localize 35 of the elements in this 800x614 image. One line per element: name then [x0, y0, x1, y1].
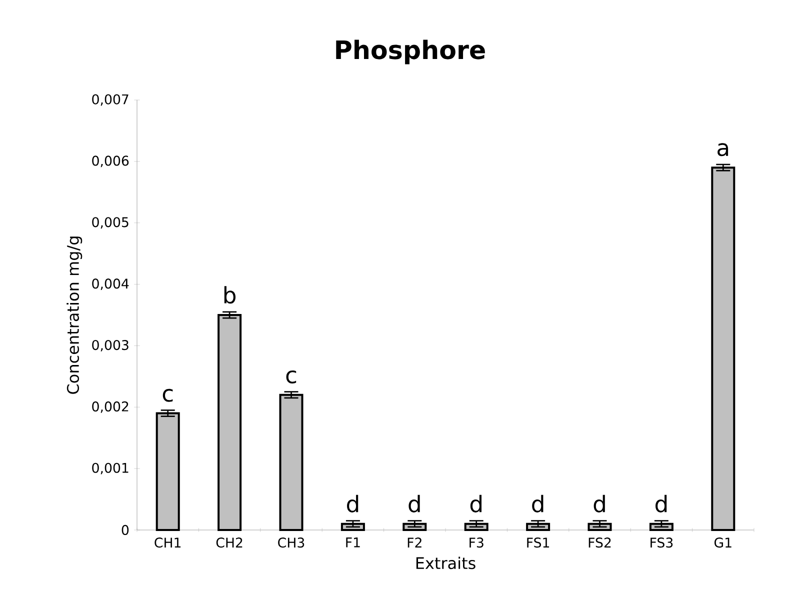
x-tick-label: FS3 — [650, 538, 673, 548]
annotation: d — [347, 494, 358, 512]
annotation: d — [470, 494, 482, 512]
bar — [156, 412, 180, 531]
annotation: c — [162, 388, 173, 402]
x-tick-label: F2 — [408, 538, 422, 548]
bar — [711, 166, 736, 531]
annotation: b — [224, 286, 236, 304]
x-tick-label: F1 — [346, 538, 360, 548]
x-tick-label: CH1 — [154, 538, 181, 548]
x-tick-label: G1 — [714, 538, 732, 548]
annotation: d — [408, 494, 420, 512]
y-axis-title: Concentration mg/g — [66, 236, 82, 394]
bar — [218, 314, 242, 531]
bar — [279, 394, 304, 531]
y-tick-label: 0,002 — [92, 401, 128, 413]
y-tick-label: 0,003 — [92, 340, 128, 352]
annotation: d — [656, 494, 667, 512]
y-tick-label: 0 — [122, 524, 129, 536]
x-tick-label: CH3 — [278, 538, 304, 548]
chart-title: Phosphore — [336, 40, 485, 64]
annotation: d — [532, 494, 544, 512]
y-tick-label: 0,005 — [92, 217, 128, 229]
x-tick-label: CH2 — [216, 538, 242, 548]
annotation: d — [594, 494, 605, 512]
x-tick-label: FS2 — [588, 538, 611, 548]
y-tick-label: 0,001 — [92, 462, 128, 474]
x-axis-title: Extraits — [416, 556, 476, 570]
annotation: a — [718, 143, 728, 156]
y-tick-label: 0,004 — [92, 278, 129, 290]
y-tick-label: 0,007 — [92, 94, 128, 106]
y-tick-label: 0,006 — [92, 156, 129, 168]
x-tick-label: FS1 — [527, 538, 550, 548]
annotation: c — [286, 370, 296, 384]
x-tick-label: F3 — [470, 538, 484, 548]
